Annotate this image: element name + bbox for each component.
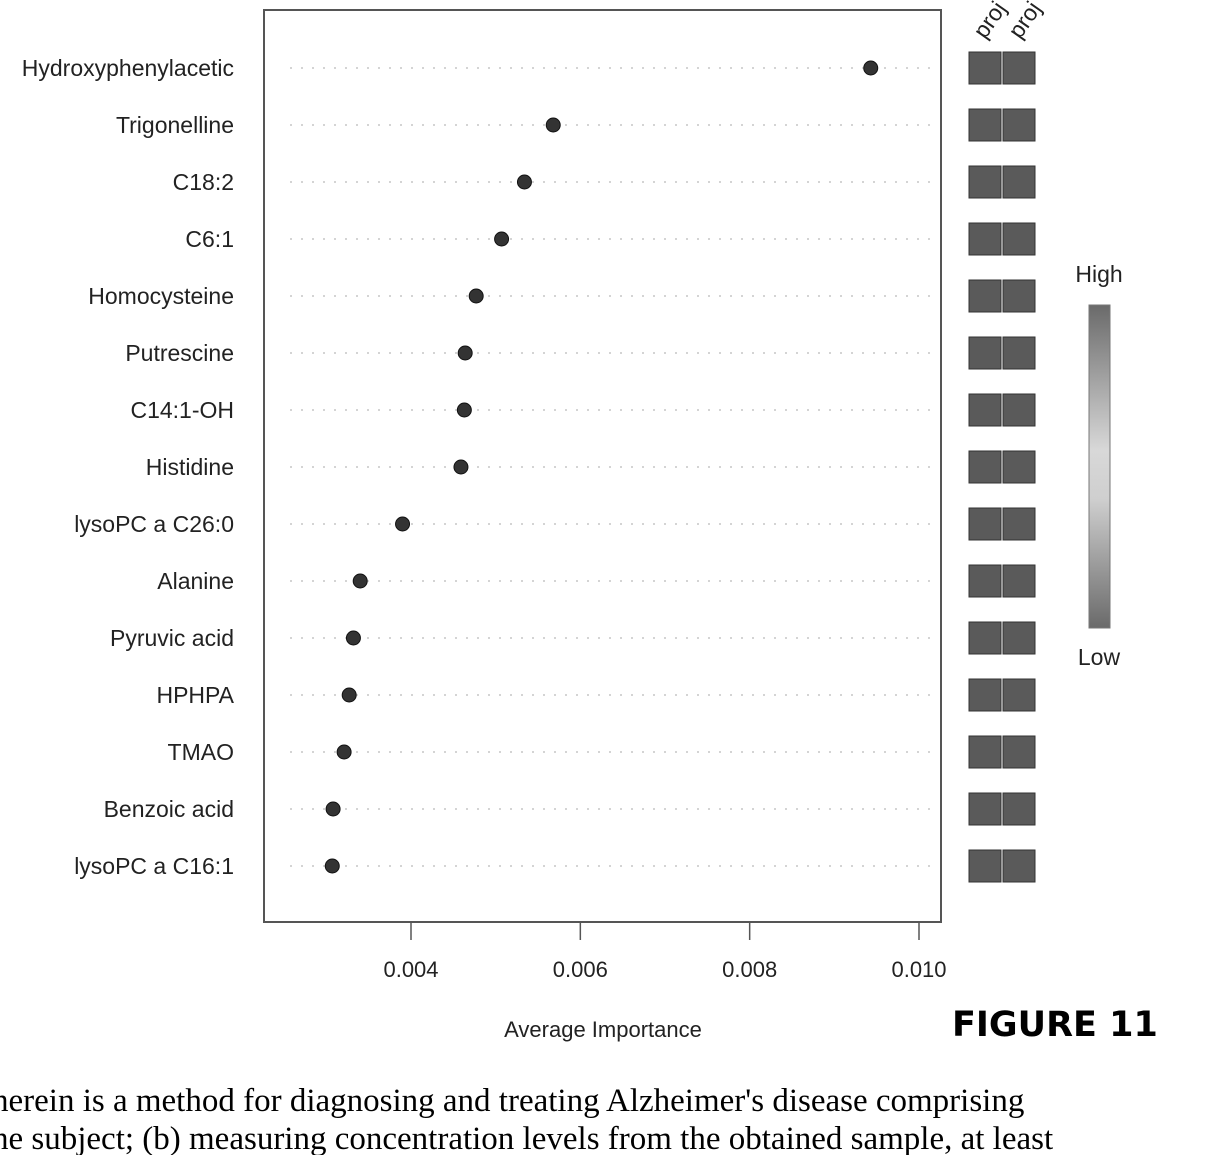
heatmap-column-label: proj (1003, 0, 1046, 43)
data-point (456, 402, 472, 418)
y-category-label: Trigonelline (116, 112, 234, 138)
heatmap-cell (968, 507, 1002, 541)
data-point (324, 858, 340, 874)
heatmap-cell (968, 165, 1002, 199)
importance-chart: Hydroxyphenylacetic Trigonelline C18:2 C6:1… (22, 0, 1123, 1042)
heatmap-cell (968, 51, 1002, 85)
y-category-label: C6:1 (185, 226, 234, 252)
heatmap-cell (968, 279, 1002, 313)
heatmap-cell (968, 336, 1002, 370)
heatmap-cell (1002, 792, 1036, 826)
heatmap-cell (1002, 393, 1036, 427)
x-tick-label: 0.008 (722, 957, 777, 982)
y-category-label: Histidine (146, 454, 234, 480)
data-point (341, 687, 357, 703)
y-category-label: TMAO (168, 739, 234, 765)
figure-label: FIGURE 11 (952, 1005, 1158, 1045)
data-point (516, 174, 532, 190)
color-legend-bar (1088, 304, 1111, 629)
heatmap-cell (1002, 51, 1036, 85)
heatmap-cell (968, 450, 1002, 484)
legend-low-label: Low (1078, 644, 1121, 670)
y-category-label: lysoPC a C26:0 (74, 511, 234, 537)
heatmap-cell (1002, 621, 1036, 655)
y-category-label: Putrescine (125, 340, 234, 366)
heatmap-cell (968, 792, 1002, 826)
heatmap-cell (1002, 222, 1036, 256)
heatmap-cell (1002, 564, 1036, 598)
plot-frame (263, 9, 942, 923)
caption-line-2: he subject; (b) measuring concentration … (0, 1121, 1054, 1155)
data-point (336, 744, 352, 760)
heatmap-cell (1002, 678, 1036, 712)
data-point (352, 573, 368, 589)
heatmap-cell (968, 621, 1002, 655)
heatmap-cell (968, 222, 1002, 256)
y-category-label: Benzoic acid (104, 796, 234, 822)
data-point (545, 117, 561, 133)
data-point (457, 345, 473, 361)
data-point (325, 801, 341, 817)
heatmap-cell (1002, 507, 1036, 541)
x-tick-label: 0.010 (891, 957, 946, 982)
y-category-label: C14:1-OH (130, 397, 234, 423)
data-point (453, 459, 469, 475)
heatmap-cell (968, 108, 1002, 142)
y-category-label: Alanine (157, 568, 234, 594)
x-axis-title: Average Importance (504, 1017, 702, 1042)
legend-high-label: High (1075, 261, 1122, 287)
heatmap-cell (1002, 108, 1036, 142)
data-point (345, 630, 361, 646)
caption-text: herein is a method for diagnosing and tr… (0, 1082, 1216, 1155)
heatmap-cell (1002, 165, 1036, 199)
heatmap-cell (1002, 279, 1036, 313)
heatmap-cell (1002, 735, 1036, 769)
data-point (494, 231, 510, 247)
data-point (468, 288, 484, 304)
heatmap-cell (1002, 336, 1036, 370)
y-category-label: HPHPA (156, 682, 234, 708)
heatmap-cell (1002, 849, 1036, 883)
y-category-label: Hydroxyphenylacetic (22, 55, 234, 81)
y-category-label: C18:2 (173, 169, 234, 195)
heatmap-cell (968, 678, 1002, 712)
heatmap-cell (968, 735, 1002, 769)
heatmap-cell (968, 564, 1002, 598)
x-tick-label: 0.006 (553, 957, 608, 982)
heatmap-column-label: proj (968, 0, 1011, 43)
y-category-label: lysoPC a C16:1 (74, 853, 234, 879)
heatmap-cell (968, 849, 1002, 883)
data-point (863, 60, 879, 76)
heatmap-cell (1002, 450, 1036, 484)
y-category-label: Pyruvic acid (110, 625, 234, 651)
heatmap-cell (968, 393, 1002, 427)
x-tick-label: 0.004 (383, 957, 438, 982)
caption-line-1: herein is a method for diagnosing and tr… (0, 1083, 1025, 1119)
y-category-label: Homocysteine (88, 283, 234, 309)
data-point (395, 516, 411, 532)
